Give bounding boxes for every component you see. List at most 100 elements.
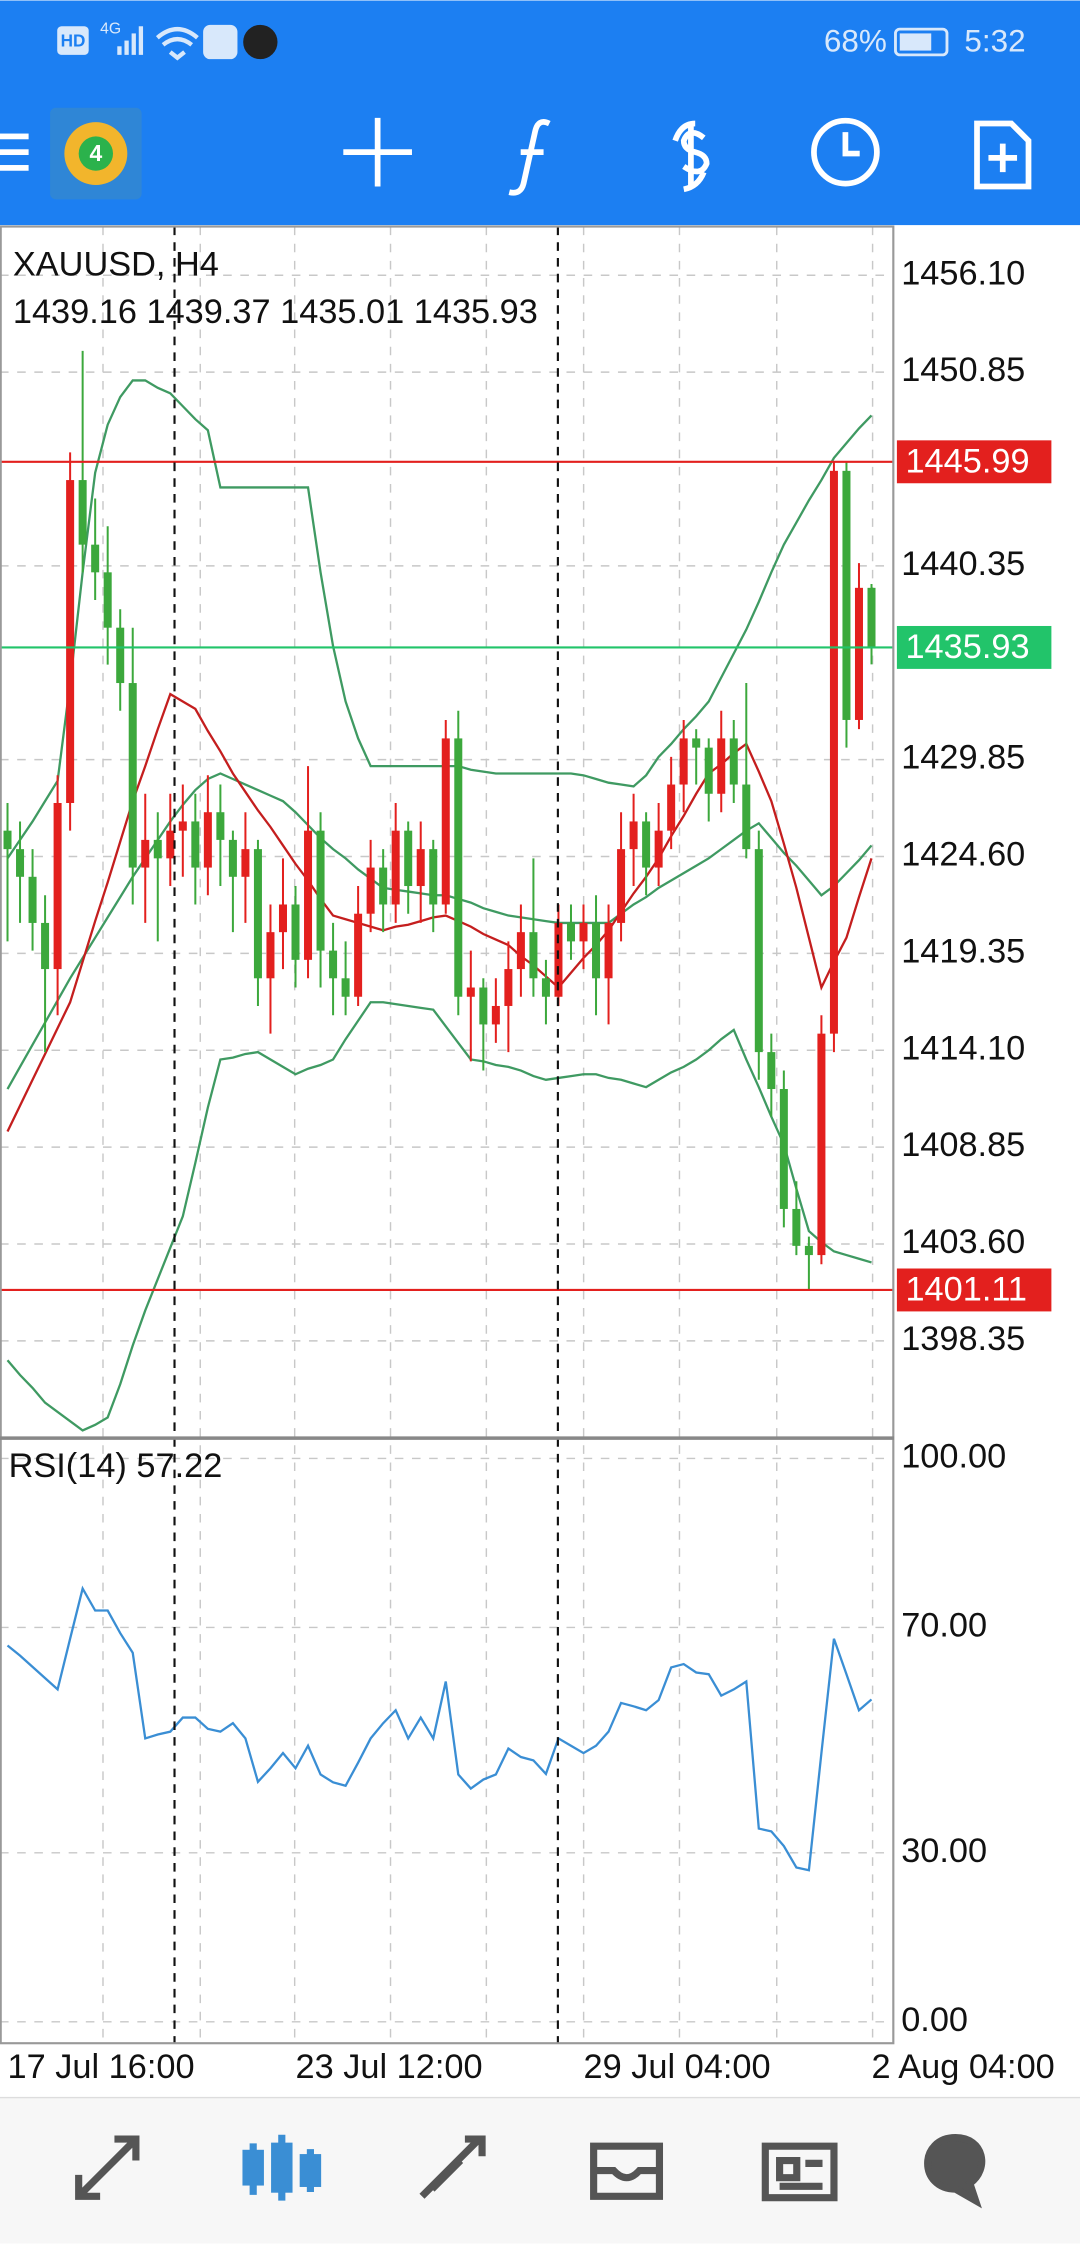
candle-body xyxy=(391,830,400,905)
candle-body xyxy=(41,922,50,970)
y-tick-label: 1450.85 xyxy=(901,351,1025,389)
candle-body xyxy=(617,849,626,923)
candle-body xyxy=(78,480,87,545)
candle-body xyxy=(178,821,187,831)
tiktok-icon xyxy=(243,24,278,60)
candle-body xyxy=(228,839,237,877)
candle-body xyxy=(541,978,550,997)
trade-tab[interactable] xyxy=(419,2135,486,2199)
candle-body xyxy=(717,738,726,794)
candle-body xyxy=(479,987,488,1025)
y-tick-label: 1424.60 xyxy=(901,836,1025,874)
candle-body xyxy=(466,987,475,997)
quotes-tab[interactable] xyxy=(75,2135,140,2200)
candle-body xyxy=(366,867,375,914)
y-tick-label: 70.00 xyxy=(901,1606,987,1644)
price-tag xyxy=(896,440,1052,484)
rsi-title: RSI(14) 57.22 xyxy=(9,1447,223,1485)
plot-area xyxy=(0,226,895,2044)
candle-body xyxy=(592,922,601,979)
candle-body xyxy=(579,922,588,942)
toolbar xyxy=(343,117,1032,196)
indicator-line xyxy=(6,692,873,1132)
crosshair-button[interactable] xyxy=(343,117,412,187)
candle-body xyxy=(566,922,575,942)
chart-tab[interactable] xyxy=(242,2134,322,2201)
y-tick-label: 1456.10 xyxy=(901,254,1025,292)
candle-body xyxy=(379,867,388,905)
mt4-logo[interactable]: 4 xyxy=(50,107,142,200)
timeframe-button[interactable] xyxy=(811,117,880,187)
candle-body xyxy=(441,738,450,905)
high: 1439.37 xyxy=(147,293,271,331)
candle-body xyxy=(817,1033,826,1256)
candle-body xyxy=(116,627,125,684)
x-tick-label: 17 Jul 16:00 xyxy=(8,2048,195,2086)
candle-body xyxy=(792,1208,801,1246)
battery-level xyxy=(899,33,932,51)
candle-body xyxy=(829,470,838,1034)
battery-percent: 68% xyxy=(824,24,887,59)
candle-body xyxy=(53,802,62,970)
price-tag-label: 1401.11 xyxy=(905,1270,1027,1308)
y-tick-label: 30.00 xyxy=(901,1832,987,1870)
rsi-name: RSI(14) xyxy=(9,1447,127,1485)
wifi-icon xyxy=(155,26,199,61)
y-tick-label: 1403.60 xyxy=(901,1223,1025,1261)
candle-body xyxy=(141,839,150,868)
chat-tab[interactable] xyxy=(924,2134,986,2209)
candle-body xyxy=(191,821,200,868)
candle-body xyxy=(216,812,225,840)
y-tick-label: 1398.35 xyxy=(901,1320,1025,1358)
candle-body xyxy=(516,932,525,970)
candle-body xyxy=(642,821,651,868)
candle-body xyxy=(278,904,287,933)
candle-body xyxy=(742,784,751,850)
candle-body xyxy=(66,480,75,803)
rsi-value: 57.22 xyxy=(136,1447,222,1485)
candle-body xyxy=(529,932,538,979)
bottom-nav xyxy=(0,2097,1080,2244)
candle-body xyxy=(3,830,12,850)
open: 1439.16 xyxy=(13,293,137,331)
candle-body xyxy=(203,812,212,868)
candle-body xyxy=(491,1005,500,1025)
candle-body xyxy=(316,830,325,951)
y-tick-label: 1419.35 xyxy=(901,932,1025,970)
candle-body xyxy=(354,913,363,997)
trade-button[interactable] xyxy=(672,120,710,193)
candle-body xyxy=(629,821,638,850)
chart-frame xyxy=(0,225,895,2045)
candle-body xyxy=(779,1089,788,1209)
candle-body xyxy=(504,969,513,1006)
candle-body xyxy=(842,470,851,720)
x-tick-label: 2 Aug 04:00 xyxy=(872,2048,1055,2086)
symbol-title: XAUUSD, H4 xyxy=(13,246,219,284)
history-tab[interactable] xyxy=(590,2142,664,2200)
indicator-line xyxy=(6,772,873,1090)
y-tick-label: 1408.85 xyxy=(901,1126,1025,1164)
indicators-button[interactable] xyxy=(508,119,551,196)
y-tick-label: 1429.85 xyxy=(901,739,1025,777)
candle-body xyxy=(404,830,413,887)
status-bar: HD 4G 68% 5:32 xyxy=(57,20,1026,61)
x-tick-label: 29 Jul 04:00 xyxy=(584,2048,771,2086)
candle-body xyxy=(291,904,300,960)
candle-body xyxy=(253,849,262,979)
news-tab[interactable] xyxy=(761,2142,838,2202)
candle-body xyxy=(266,932,275,979)
nav-icons xyxy=(75,2134,986,2209)
y-tick-label: 100.00 xyxy=(901,1437,1006,1475)
candle-body xyxy=(153,839,162,859)
low: 1435.01 xyxy=(280,293,404,331)
candle-body xyxy=(729,738,738,785)
new-order-button[interactable] xyxy=(974,120,1032,190)
candle-body xyxy=(166,830,175,859)
hd-icon xyxy=(57,26,89,55)
menu-button[interactable] xyxy=(0,133,29,171)
y-tick-label: 1440.35 xyxy=(901,545,1025,583)
indicator-line xyxy=(6,379,873,859)
candle-body xyxy=(654,830,663,868)
candle-body xyxy=(91,544,100,573)
candle-body xyxy=(554,922,563,997)
